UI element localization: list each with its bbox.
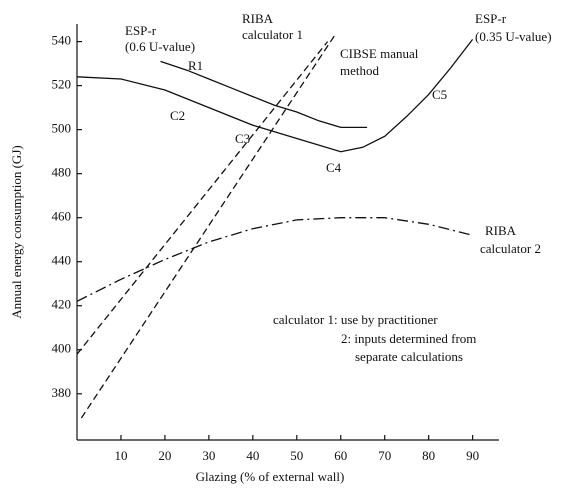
series-line [76,39,474,153]
y-axis-title: Annual energy consumption (GJ) [9,145,24,318]
annotation: RIBA [485,223,517,238]
annotation: ESP-r [125,23,157,38]
x-axis-title: Glazing (% of external wall) [196,469,345,484]
x-tick-label: 40 [246,448,259,463]
annotation: (0.6 U-value) [125,39,195,54]
annotation: RIBA [242,11,274,26]
y-tick-label: 400 [52,341,72,356]
y-tick-label: 460 [52,209,72,224]
y-tick-label: 440 [52,253,72,268]
x-tick-label: 50 [290,448,303,463]
annotation: CIBSE manual [340,46,419,61]
x-tick-label: 10 [114,448,127,463]
annotation: method [340,63,379,78]
x-tick-label: 70 [378,448,391,463]
annotation: C2 [170,108,185,123]
annotation: calculator 1 [242,27,303,42]
annotation: ESP-r [475,11,507,26]
annotation: calculator 1: use by practitioner [273,312,438,327]
annotation: C3 [235,131,250,146]
y-tick-label: 480 [52,165,72,180]
annotation: C5 [432,87,447,102]
annotation: (0.35 U-value) [475,29,552,44]
y-tick-label: 420 [52,297,72,312]
x-tick-label: 60 [334,448,347,463]
series-line [80,32,337,419]
annotation: R1 [188,58,203,73]
y-tick-label: 380 [52,385,72,400]
x-tick-label: 20 [158,448,171,463]
series-line [160,60,368,129]
annotation: C4 [326,160,342,175]
annotation: 2: inputs determined from [341,331,476,346]
x-tick-label: 90 [466,448,479,463]
annotation: separate calculations [355,349,463,364]
series-line [76,41,329,355]
y-tick-label: 540 [52,33,72,48]
series-line [76,217,473,302]
x-tick-label: 80 [422,448,435,463]
annotation: calculator 2 [480,241,541,256]
y-tick-label: 520 [52,77,72,92]
y-tick-label: 500 [52,121,72,136]
x-tick-label: 30 [202,448,215,463]
